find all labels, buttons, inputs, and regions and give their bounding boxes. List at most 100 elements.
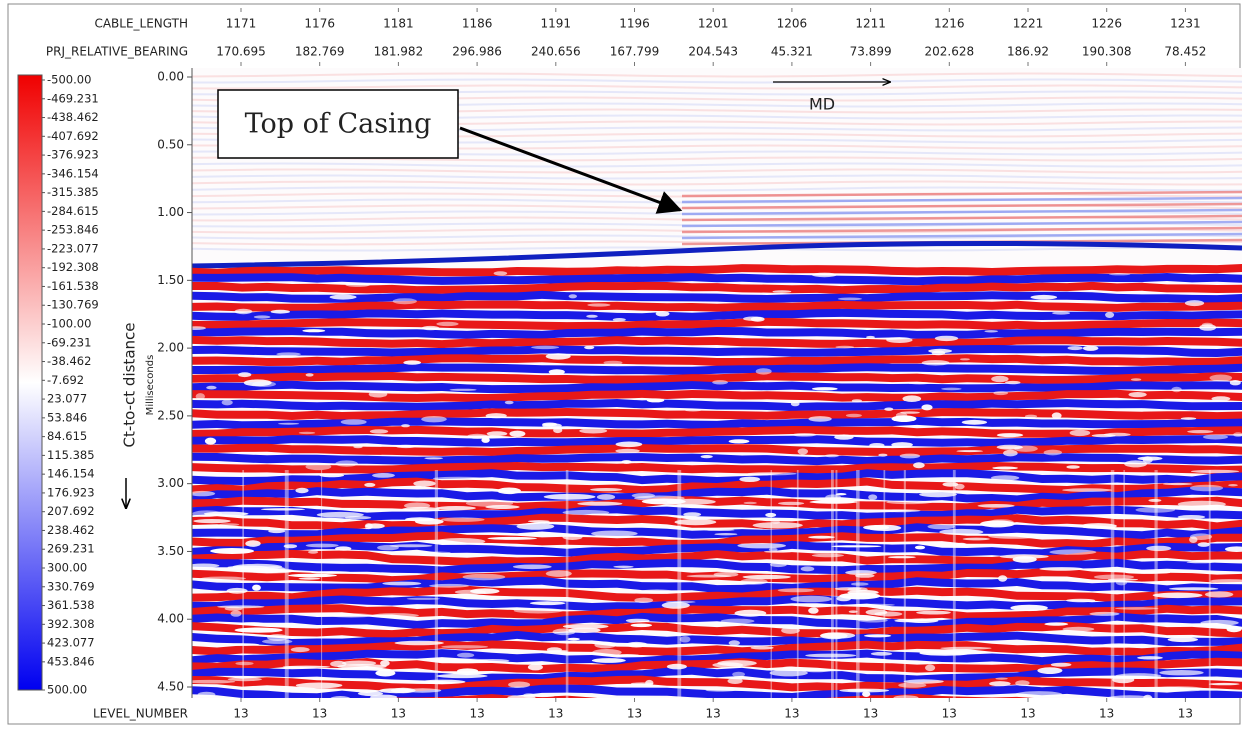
reflector xyxy=(192,335,1242,349)
noise xyxy=(305,543,339,548)
colorbar-tick-label: -130.769 xyxy=(47,298,99,312)
colorbar-tick-label: 53.846 xyxy=(47,410,87,424)
reflector xyxy=(192,549,1242,566)
noise xyxy=(714,533,738,536)
noise xyxy=(1225,546,1242,552)
noise xyxy=(567,637,580,641)
noise xyxy=(858,618,888,623)
reflector xyxy=(192,576,1242,594)
noise xyxy=(1043,449,1063,456)
noise xyxy=(824,454,839,458)
noise xyxy=(234,627,283,633)
noise xyxy=(389,544,433,548)
noise xyxy=(839,688,890,693)
noise xyxy=(755,368,772,375)
colorbar-tick-label: 423.077 xyxy=(47,636,95,650)
noise xyxy=(747,472,797,476)
row-value: 1196 xyxy=(619,17,650,31)
noise xyxy=(305,463,332,471)
noise xyxy=(1093,574,1135,580)
colorbar-tick-label: 269.231 xyxy=(47,542,95,556)
casing-reflector xyxy=(681,196,1242,204)
noise xyxy=(1044,622,1069,626)
noise xyxy=(1152,592,1203,599)
noise xyxy=(998,575,1008,582)
noise xyxy=(704,529,735,531)
noise xyxy=(1106,695,1153,698)
noise xyxy=(989,681,1011,687)
row-value: 1226 xyxy=(1091,17,1122,31)
noise xyxy=(734,609,767,617)
noise xyxy=(380,660,390,667)
vertical-streak xyxy=(1208,470,1211,698)
noise xyxy=(288,573,337,578)
noise xyxy=(895,412,908,419)
noise xyxy=(545,353,571,360)
noise xyxy=(913,462,925,469)
noise xyxy=(790,401,800,407)
noise xyxy=(195,393,205,400)
noise xyxy=(1186,561,1215,564)
noise xyxy=(888,556,916,559)
row-value: 1216 xyxy=(934,17,965,31)
noise xyxy=(674,519,717,526)
noise xyxy=(905,618,939,623)
noise xyxy=(613,565,634,568)
colorbar-tick-label: -100.00 xyxy=(47,317,91,331)
noise xyxy=(743,501,757,505)
row-value: 190.308 xyxy=(1082,45,1132,59)
noise xyxy=(625,618,650,623)
y-tick-label: 3.00 xyxy=(157,476,184,490)
noise xyxy=(485,505,520,509)
vertical-streak xyxy=(284,470,289,698)
faint-reflector xyxy=(192,180,1242,186)
reflector xyxy=(192,666,1242,684)
colorbar-tick-label: -38.462 xyxy=(47,354,91,368)
row-value: 202.628 xyxy=(924,45,974,59)
noise xyxy=(864,634,892,638)
noise xyxy=(1184,300,1205,307)
casing-reflector xyxy=(681,208,1242,216)
noise xyxy=(353,445,363,449)
noise xyxy=(1050,662,1072,667)
noise xyxy=(552,628,576,636)
reflector xyxy=(192,273,1242,286)
noise xyxy=(308,550,319,554)
row-value: 13 xyxy=(942,707,957,721)
vertical-streak xyxy=(677,470,682,698)
noise xyxy=(782,666,797,670)
noise xyxy=(768,547,778,552)
colorbar-tick-label: 84.615 xyxy=(47,429,87,443)
noise xyxy=(835,345,854,349)
noise xyxy=(1107,578,1139,581)
noise xyxy=(934,335,959,342)
noise xyxy=(210,548,255,554)
colorbar-tick-label: -69.231 xyxy=(47,335,91,349)
noise xyxy=(847,587,868,592)
noise xyxy=(1229,380,1241,386)
noise xyxy=(1128,392,1147,398)
noise xyxy=(899,453,921,459)
reflector xyxy=(192,477,1242,495)
casing-reflector xyxy=(681,190,1242,198)
noise xyxy=(486,431,508,437)
noise xyxy=(927,523,955,530)
noise xyxy=(542,422,558,427)
noise xyxy=(298,577,321,580)
noise xyxy=(319,473,345,478)
y-tick-label: 3.50 xyxy=(157,544,184,558)
vertical-streak xyxy=(434,470,438,698)
noise xyxy=(612,318,626,322)
reflector xyxy=(192,399,1242,412)
vertical-streak xyxy=(831,470,834,698)
row-value: 296.986 xyxy=(452,45,502,59)
row-value: 1201 xyxy=(698,17,729,31)
noise xyxy=(329,613,373,618)
noise xyxy=(527,664,543,671)
noise xyxy=(224,606,243,611)
noise xyxy=(421,325,440,331)
noise xyxy=(375,669,396,677)
noise xyxy=(655,311,670,317)
y-tick-label: 0.00 xyxy=(157,70,184,84)
